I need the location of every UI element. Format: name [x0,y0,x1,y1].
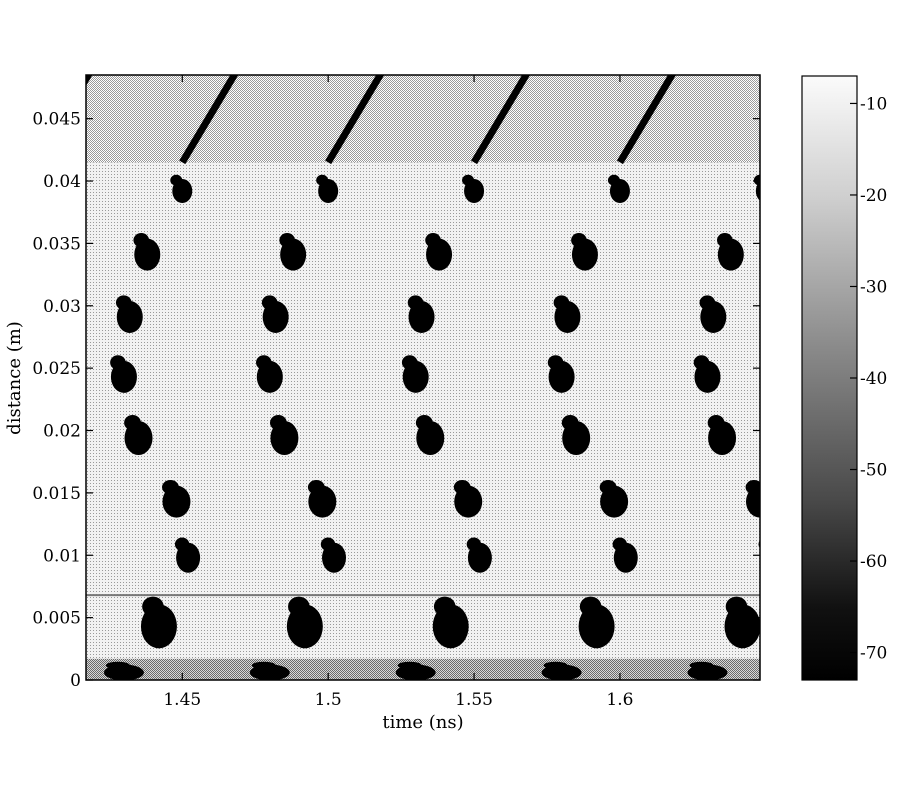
dark-blob-lobe [863,233,879,247]
dark-blob-lobe [0,597,18,617]
dark-blob-lobe [0,233,3,247]
dark-blob-lobe [891,480,900,494]
dark-blob-lobe [320,537,336,552]
dark-blob-lobe [124,415,141,431]
y-tick-label: 0.01 [43,546,81,566]
dark-blob-lobe [407,295,424,310]
dark-blob [854,421,882,455]
y-axis-label: distance (m) [4,321,25,435]
dark-blob-lobe [433,596,456,617]
y-tick-label: 0.04 [43,172,81,192]
wave-stripe [616,75,677,165]
dark-blob-lobe [872,597,894,617]
dark-blob-lobe [571,233,587,248]
dark-blob-lobe [142,596,164,617]
dark-blob-lobe [110,355,126,370]
dark-blob-lobe [547,355,564,370]
dark-blob-lobe [170,174,183,186]
blob-layer [0,174,900,680]
x-tick-label: 1.5 [315,690,342,710]
dark-blob-lobe [725,596,748,617]
dark-blob-lobe [24,175,36,186]
dark-blob-lobe [717,233,733,248]
y-tick-label: 0.005 [32,609,81,629]
dark-blob-lobe [316,174,329,186]
wave-stripe [325,75,385,165]
dark-blob-lobe [307,480,325,495]
x-axis-label: time (ns) [382,712,463,733]
colorbar-tick-label: -70 [860,644,887,664]
colorbar-tick-label: -60 [860,552,887,572]
colorbar-tick-label: -50 [860,461,887,481]
dark-blob-lobe [579,596,602,617]
dark-blob-lobe [699,295,716,310]
dark-blob-lobe [689,661,714,669]
colorbar: -10 -20 -30 -40 -50 -60 -70 [801,75,887,681]
colorbar-tick-label: -30 [860,277,887,297]
colorbar-ticks: -10 -20 -30 -40 -50 -60 -70 [850,94,887,664]
dark-blob-lobe [543,661,568,669]
plot-area [0,75,900,680]
dark-blob [759,554,760,562]
dark-blob-lobe [279,233,295,248]
dark-blob-lobe [174,537,190,552]
dark-blob-lobe [133,233,150,248]
dark-blob-lobe [256,355,272,370]
stripe-layer [86,75,677,165]
dark-blob-lobe [612,537,627,552]
y-tick-label: 0 [70,671,81,691]
y-tick-label: 0.035 [32,234,81,254]
y-tick-label: 0.03 [43,297,81,317]
dark-blob-lobe [745,480,760,495]
dark-blob-lobe [607,174,620,186]
colorbar-tick-label: -40 [860,369,887,389]
y-axis-ticks: 0 0.005 0.01 0.015 0.02 0.025 0.03 0.035 0.04 0.0… [32,110,760,691]
dark-blob-lobe [29,538,43,552]
dark-blob-lobe [561,415,579,431]
y-tick-label: 0.045 [32,110,81,130]
dark-blob-lobe [261,295,278,310]
dark-blob-lobe [251,661,276,669]
dark-blob [892,486,900,518]
y-tick-label: 0.02 [43,422,81,442]
dark-blob-lobe [288,596,310,617]
y-tick-label: 0.015 [32,484,81,504]
dark-blob-lobe [270,415,287,431]
dark-blob-lobe [115,295,132,310]
dark-blob-lobe [105,661,130,669]
dark-blob-lobe [693,355,710,370]
dark-blob [0,604,31,648]
dark-blob [864,239,890,271]
plot-frame [85,74,761,681]
dark-blob-lobe [16,480,33,494]
dark-blob [0,239,14,271]
dark-blob-lobe [599,480,617,495]
wave-stripe [179,75,239,165]
dark-blob-lobe [397,661,422,669]
dark-blob-lobe [162,480,179,495]
y-tick-label: 0.025 [32,359,81,379]
dark-blob-lobe [425,233,441,248]
colorbar-gradient [801,75,858,681]
dark-blob-lobe [466,537,482,552]
x-tick-label: 1.6 [606,690,633,710]
dark-blob-lobe [753,174,760,186]
dark-blob [755,181,760,201]
dark-blob-lobe [415,415,433,431]
colorbar-tick-label: -10 [860,94,887,114]
x-axis-ticks: 1.45 1.5 1.55 1.6 [163,75,633,710]
x-tick-label: 1.45 [163,690,201,710]
dark-blob-lobe [553,295,570,310]
wave-stripe [471,75,531,165]
dark-blob-lobe [401,355,418,370]
dark-blob-lobe [707,415,725,431]
dark-blob-lobe [462,174,475,186]
dark-blob-lobe [453,480,471,495]
dark-blob [870,604,900,648]
colorbar-tick-label: -20 [860,186,887,206]
x-tick-label: 1.55 [455,690,493,710]
